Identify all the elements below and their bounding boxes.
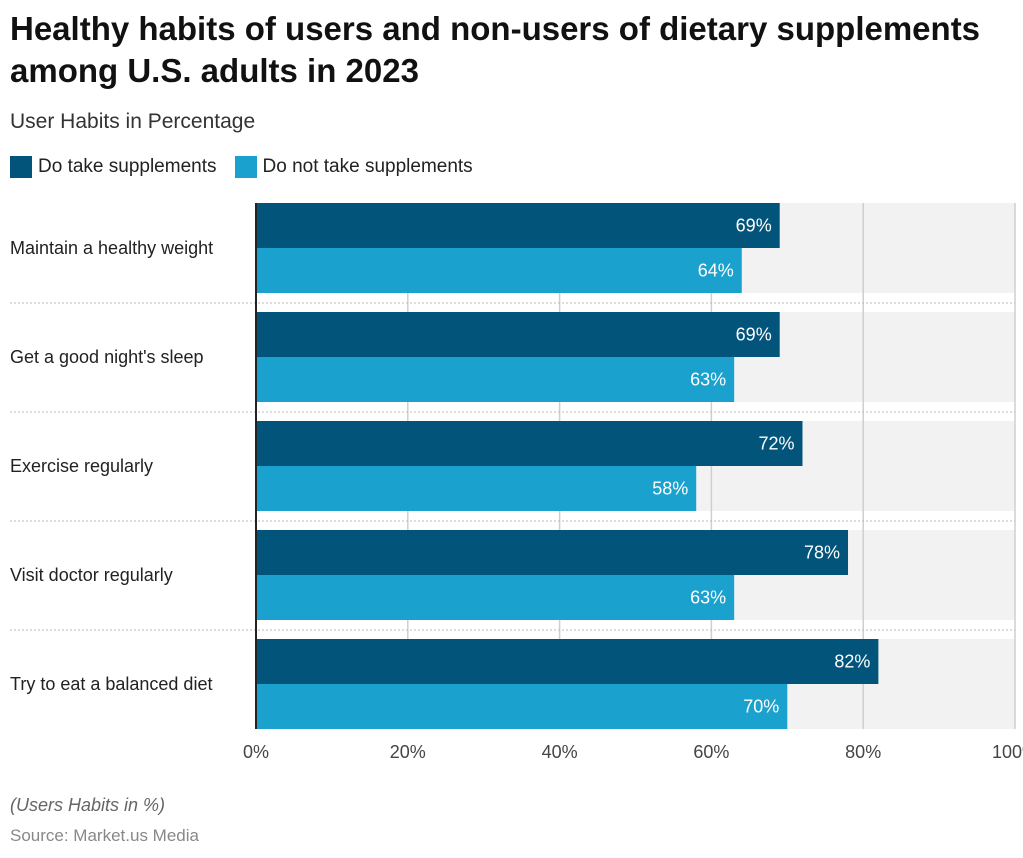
legend-swatch (234, 156, 257, 178)
x-tick-label: 80% (845, 742, 881, 762)
category-label: Exercise regularly (10, 456, 153, 476)
data-label: 63% (690, 370, 726, 390)
x-tick-label: 20% (390, 742, 426, 762)
bar (256, 248, 742, 293)
bar (256, 684, 788, 729)
data-label: 78% (804, 543, 840, 563)
category-label: Visit doctor regularly (10, 565, 173, 585)
chart-title: Healthy habits of users and non-users of… (10, 10, 981, 89)
data-label: 63% (690, 588, 726, 608)
legend-item-not-take: Do not take supplements (234, 156, 473, 178)
legend-swatch (10, 156, 32, 178)
data-label: 82% (834, 652, 870, 672)
x-tick-label: 60% (693, 742, 729, 762)
x-tick-label: 0% (243, 742, 269, 762)
bar (256, 530, 849, 575)
data-label: 58% (652, 479, 688, 499)
category-label: Maintain a healthy weight (10, 238, 213, 258)
data-label: 70% (743, 697, 779, 717)
chart-source: Source: Market.us Media (10, 826, 199, 845)
data-label: 69% (736, 216, 772, 236)
legend-label: Do take supplements (38, 156, 217, 177)
bar (256, 639, 879, 684)
legend: Do take supplements Do not take suppleme… (10, 156, 473, 178)
chart-note: (Users Habits in %) (10, 795, 166, 815)
bar (256, 312, 780, 357)
data-label: 64% (698, 261, 734, 281)
data-label: 69% (736, 325, 772, 345)
bar (256, 575, 735, 620)
bar (256, 466, 697, 511)
bar (256, 357, 735, 402)
bar (256, 203, 780, 248)
bar (256, 421, 803, 466)
category-label: Try to eat a balanced diet (10, 674, 212, 694)
chart-subtitle: User Habits in Percentage (10, 110, 256, 133)
x-tick-label: 40% (542, 742, 578, 762)
data-label: 72% (758, 434, 794, 454)
legend-label: Do not take supplements (262, 156, 473, 177)
legend-item-take: Do take supplements (10, 156, 217, 178)
category-label: Get a good night's sleep (10, 347, 204, 367)
x-tick-label: 100% (992, 742, 1023, 762)
